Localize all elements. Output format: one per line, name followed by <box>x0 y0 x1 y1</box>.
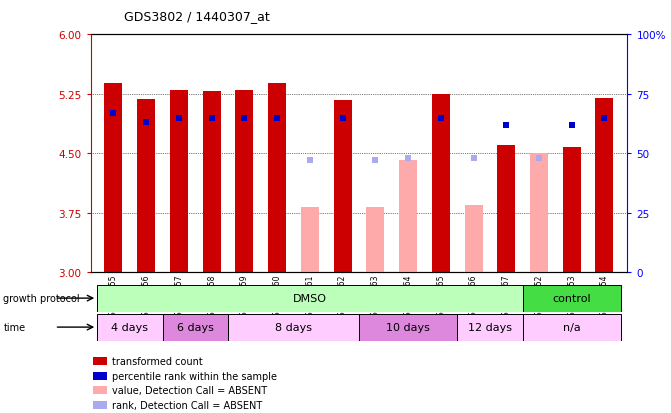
Text: GDS3802 / 1440307_at: GDS3802 / 1440307_at <box>124 10 270 23</box>
Text: 4 days: 4 days <box>111 322 148 332</box>
Point <box>206 115 217 121</box>
Text: n/a: n/a <box>563 322 580 332</box>
Point <box>141 120 152 126</box>
Bar <box>530 154 548 273</box>
Bar <box>523 314 621 341</box>
Point <box>533 155 544 162</box>
Bar <box>457 314 523 341</box>
Bar <box>497 146 515 273</box>
Point <box>305 158 315 164</box>
Text: control: control <box>552 293 591 304</box>
Text: 8 days: 8 days <box>275 322 312 332</box>
Bar <box>162 314 228 341</box>
Bar <box>523 285 621 312</box>
Bar <box>93 401 107 409</box>
Text: rank, Detection Call = ABSENT: rank, Detection Call = ABSENT <box>112 400 262 410</box>
Point <box>272 115 282 121</box>
Point <box>108 110 119 117</box>
Text: time: time <box>3 322 25 332</box>
Bar <box>93 386 107 394</box>
Point <box>239 115 250 121</box>
Bar <box>203 92 221 273</box>
Point <box>403 155 413 162</box>
Bar <box>236 90 254 273</box>
Text: 12 days: 12 days <box>468 322 512 332</box>
Bar <box>268 84 286 273</box>
Bar <box>563 147 580 273</box>
Bar <box>93 372 107 380</box>
Point <box>501 122 512 129</box>
Bar <box>138 100 155 273</box>
Bar <box>97 314 162 341</box>
Bar <box>228 314 359 341</box>
Point <box>468 155 479 162</box>
Bar <box>301 208 319 273</box>
Bar <box>595 98 613 273</box>
Text: percentile rank within the sample: percentile rank within the sample <box>112 371 277 381</box>
Bar <box>464 205 482 273</box>
Text: growth protocol: growth protocol <box>3 293 80 304</box>
Bar <box>93 357 107 366</box>
Point <box>370 158 380 164</box>
Text: DMSO: DMSO <box>293 293 327 304</box>
Bar <box>399 160 417 273</box>
Point <box>435 115 446 121</box>
Bar <box>359 314 457 341</box>
Bar <box>432 95 450 273</box>
Text: value, Detection Call = ABSENT: value, Detection Call = ABSENT <box>112 385 267 395</box>
Bar <box>105 84 123 273</box>
Bar <box>366 208 384 273</box>
Text: 6 days: 6 days <box>177 322 214 332</box>
Bar <box>170 90 188 273</box>
Point <box>599 115 610 121</box>
Point <box>174 115 185 121</box>
Point <box>338 115 348 121</box>
Bar <box>97 285 523 312</box>
Bar <box>333 101 352 273</box>
Point <box>566 122 577 129</box>
Text: transformed count: transformed count <box>112 356 203 366</box>
Text: 10 days: 10 days <box>386 322 430 332</box>
